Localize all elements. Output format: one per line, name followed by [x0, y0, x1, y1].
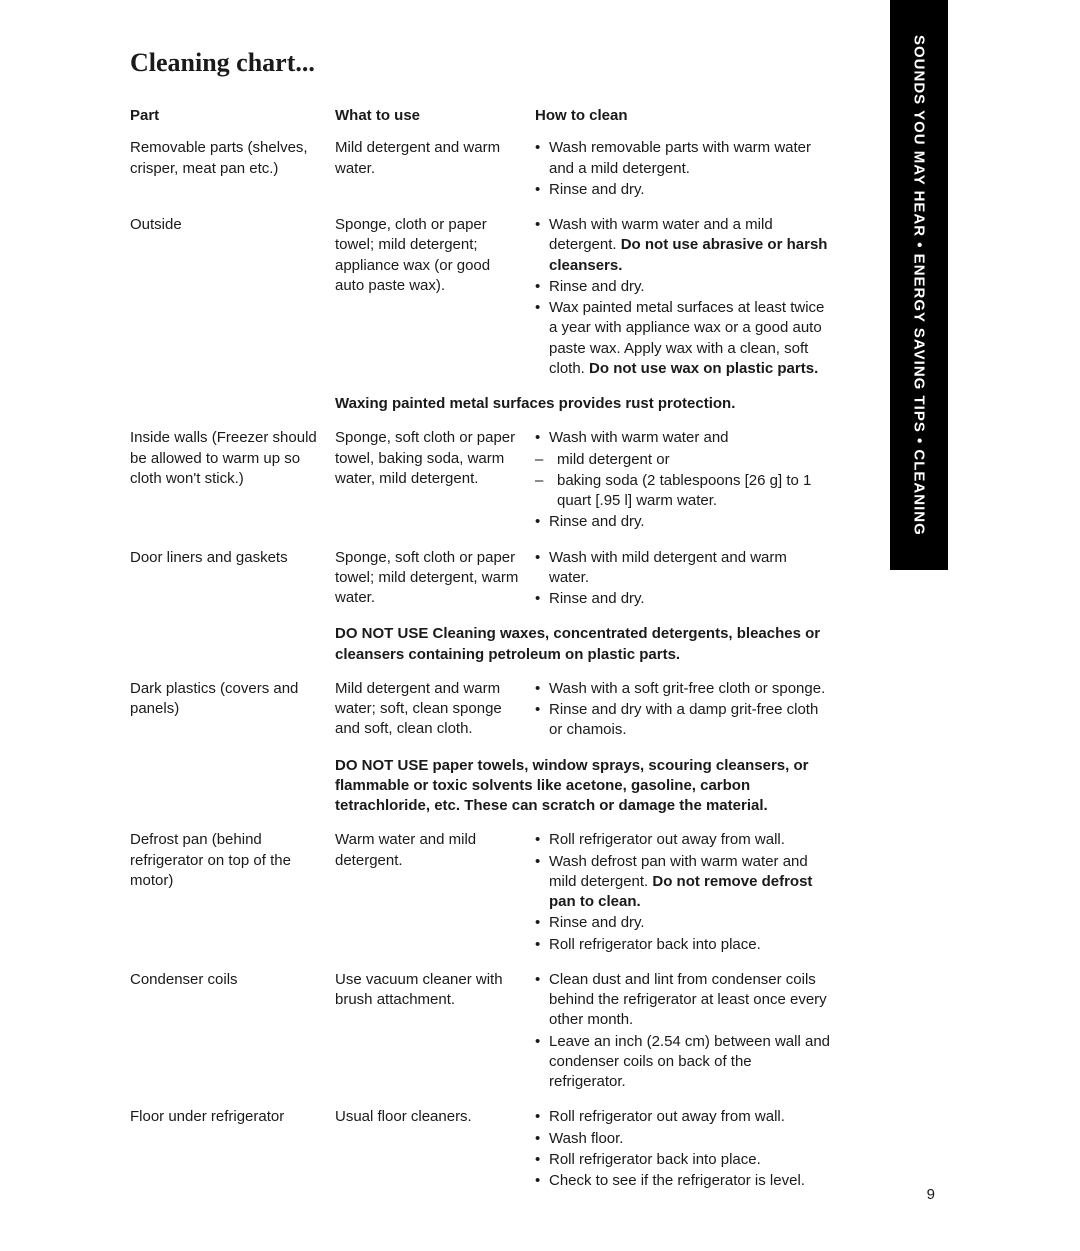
how-item: Wash with mild detergent and warm water.	[535, 548, 830, 589]
how-item: Rinse and dry.	[535, 180, 830, 200]
cell-how: Wash with mild detergent and warm water.…	[535, 548, 830, 611]
cell-what: Warm water and mild detergent.	[335, 830, 535, 956]
page-number: 9	[927, 1186, 935, 1203]
table-header: Part What to use How to clean	[130, 106, 830, 126]
how-item: Wash with warm water and	[535, 428, 830, 448]
cell-what: Sponge, cloth or paper towel; mild deter…	[335, 215, 535, 380]
how-item: mild detergent or	[535, 450, 830, 470]
how-item: Roll refrigerator out away from wall.	[535, 1107, 830, 1127]
how-item: Wax painted metal surfaces at least twic…	[535, 298, 830, 379]
table-row: Defrost pan (behind refrigerator on top …	[130, 830, 830, 956]
cell-how: Wash with warm water and a mild detergen…	[535, 215, 830, 380]
table-row: Door liners and gaskets Sponge, soft clo…	[130, 548, 830, 611]
header-what: What to use	[335, 106, 535, 126]
cell-part: Removable parts (shelves, crisper, meat …	[130, 138, 335, 201]
cell-how: Clean dust and lint from condenser coils…	[535, 970, 830, 1094]
how-item: Check to see if the refrigerator is leve…	[535, 1171, 830, 1191]
how-item: Roll refrigerator back into place.	[535, 935, 830, 955]
how-item: Roll refrigerator out away from wall.	[535, 830, 830, 850]
cell-what: Sponge, soft cloth or paper towel; mild …	[335, 548, 535, 611]
table-row: Inside walls (Freezer should be allowed …	[130, 428, 830, 533]
header-how: How to clean	[535, 106, 830, 126]
cell-part: Outside	[130, 215, 335, 380]
how-item: baking soda (2 tablespoons [26 g] to 1 q…	[535, 471, 830, 512]
how-item: Wash defrost pan with warm water and mil…	[535, 852, 830, 913]
table-row: Condenser coils Use vacuum cleaner with …	[130, 970, 830, 1094]
header-part: Part	[130, 106, 335, 126]
note: Waxing painted metal surfaces provides r…	[335, 394, 830, 414]
cell-part: Defrost pan (behind refrigerator on top …	[130, 830, 335, 956]
side-tab-label: SOUNDS YOU MAY HEAR • ENERGY SAVING TIPS…	[911, 35, 928, 536]
note: DO NOT USE paper towels, window sprays, …	[335, 756, 830, 817]
cell-what: Sponge, soft cloth or paper towel, bakin…	[335, 428, 535, 533]
note: DO NOT USE Cleaning waxes, concentrated …	[335, 624, 830, 665]
cell-part: Inside walls (Freezer should be allowed …	[130, 428, 335, 533]
cell-part: Floor under refrigerator	[130, 1107, 335, 1192]
cell-how: Wash with warm water andmild detergent o…	[535, 428, 830, 533]
how-item: Leave an inch (2.54 cm) between wall and…	[535, 1032, 830, 1093]
how-item: Rinse and dry.	[535, 589, 830, 609]
cell-how: Roll refrigerator out away from wall.Was…	[535, 1107, 830, 1192]
cell-what: Usual floor cleaners.	[335, 1107, 535, 1192]
cell-how: Roll refrigerator out away from wall.Was…	[535, 830, 830, 956]
cleaning-chart: Part What to use How to clean Removable …	[130, 106, 830, 1192]
how-item: Rinse and dry.	[535, 512, 830, 532]
how-item: Wash floor.	[535, 1129, 830, 1149]
how-item: Wash with warm water and a mild detergen…	[535, 215, 830, 276]
table-row: Dark plastics (covers and panels) Mild d…	[130, 679, 830, 742]
how-item: Rinse and dry.	[535, 913, 830, 933]
page-content: Cleaning chart... Part What to use How t…	[0, 0, 850, 1192]
how-item: Roll refrigerator back into place.	[535, 1150, 830, 1170]
table-row: Floor under refrigerator Usual floor cle…	[130, 1107, 830, 1192]
cell-how: Wash with a soft grit-free cloth or spon…	[535, 679, 830, 742]
cell-part: Dark plastics (covers and panels)	[130, 679, 335, 742]
cell-what: Use vacuum cleaner with brush attachment…	[335, 970, 535, 1094]
cell-part: Condenser coils	[130, 970, 335, 1094]
how-item: Rinse and dry.	[535, 277, 830, 297]
table-row: Removable parts (shelves, crisper, meat …	[130, 138, 830, 201]
side-tab: SOUNDS YOU MAY HEAR • ENERGY SAVING TIPS…	[890, 0, 948, 570]
how-item: Rinse and dry with a damp grit-free clot…	[535, 700, 830, 741]
cell-what: Mild detergent and warm water; soft, cle…	[335, 679, 535, 742]
page-title: Cleaning chart...	[130, 48, 850, 78]
cell-part: Door liners and gaskets	[130, 548, 335, 611]
cell-what: Mild detergent and warm water.	[335, 138, 535, 201]
cell-how: Wash removable parts with warm water and…	[535, 138, 830, 201]
how-item: Wash with a soft grit-free cloth or spon…	[535, 679, 830, 699]
table-row: Outside Sponge, cloth or paper towel; mi…	[130, 215, 830, 380]
how-item: Wash removable parts with warm water and…	[535, 138, 830, 179]
how-item: Clean dust and lint from condenser coils…	[535, 970, 830, 1031]
